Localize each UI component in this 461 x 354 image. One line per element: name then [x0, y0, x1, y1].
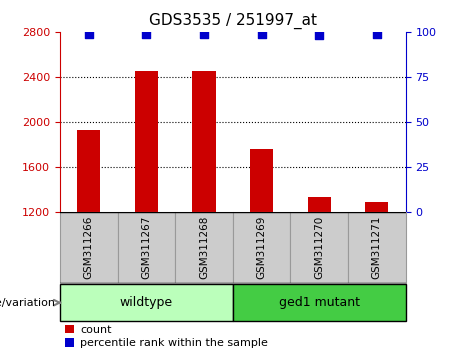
Text: GSM311268: GSM311268: [199, 216, 209, 280]
FancyBboxPatch shape: [348, 212, 406, 283]
FancyBboxPatch shape: [290, 212, 348, 283]
Point: [85, 31, 92, 36]
FancyBboxPatch shape: [60, 284, 233, 321]
Text: GSM311266: GSM311266: [84, 216, 94, 280]
Text: wildtype: wildtype: [120, 296, 173, 309]
FancyBboxPatch shape: [233, 212, 290, 283]
Bar: [308, 196, 331, 212]
FancyBboxPatch shape: [233, 284, 406, 321]
Text: GSM311267: GSM311267: [142, 216, 151, 280]
FancyBboxPatch shape: [118, 212, 175, 283]
Point: [200, 31, 207, 36]
Legend: count, percentile rank within the sample: count, percentile rank within the sample: [65, 325, 268, 348]
Bar: [250, 149, 273, 212]
Text: genotype/variation: genotype/variation: [0, 298, 55, 308]
Point: [142, 31, 150, 36]
Title: GDS3535 / 251997_at: GDS3535 / 251997_at: [149, 13, 317, 29]
Bar: [135, 72, 158, 212]
Text: GSM311271: GSM311271: [372, 216, 382, 280]
Point: [258, 31, 266, 36]
Text: ged1 mutant: ged1 mutant: [279, 296, 360, 309]
FancyBboxPatch shape: [60, 212, 118, 283]
Bar: [365, 202, 388, 212]
Point: [315, 33, 323, 38]
Text: GSM311270: GSM311270: [314, 216, 324, 279]
Bar: [193, 72, 216, 212]
Text: GSM311269: GSM311269: [257, 216, 266, 280]
Point: [373, 31, 381, 36]
FancyBboxPatch shape: [175, 212, 233, 283]
Bar: [77, 130, 100, 212]
